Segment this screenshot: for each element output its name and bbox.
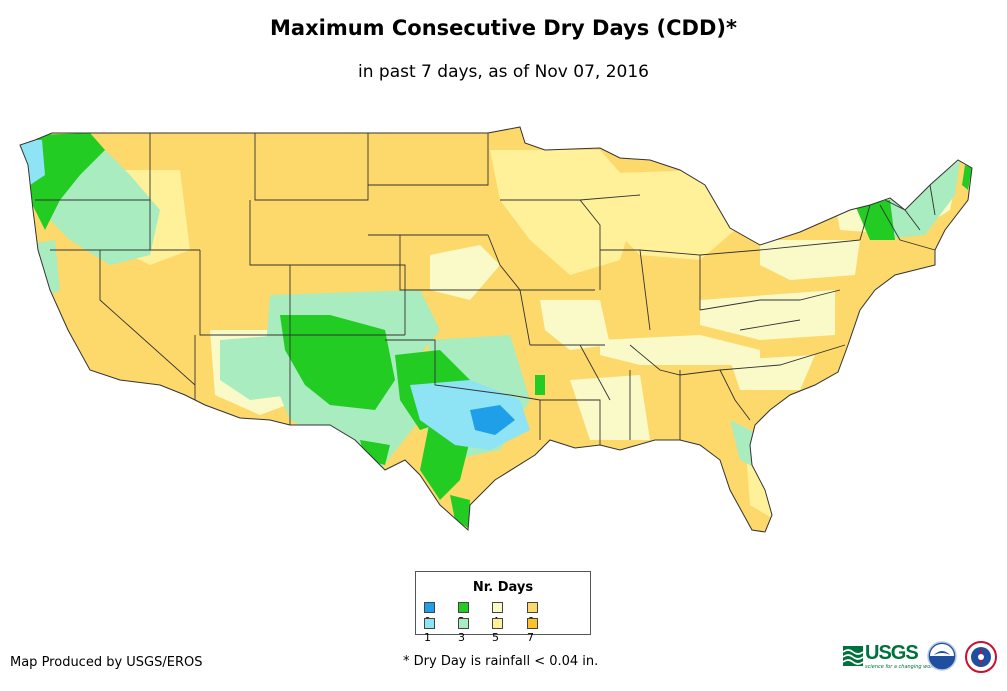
legend-item-3: 3 xyxy=(458,618,474,644)
usgs-logo-text: USGS xyxy=(865,642,919,664)
footnote-text: * Dry Day is rainfall < 0.04 in. xyxy=(403,654,599,669)
legend-item-1: 1 xyxy=(424,618,440,644)
legend-swatch xyxy=(492,618,503,629)
legend-label: 5 xyxy=(492,631,499,644)
legend-swatch xyxy=(527,602,538,613)
legend-item-7: 7 xyxy=(527,618,543,644)
legend-swatch xyxy=(424,618,435,629)
legend-swatch xyxy=(424,602,435,613)
legend-item-2: 2 xyxy=(458,602,474,628)
legend-swatch xyxy=(458,618,469,629)
legend-label: 1 xyxy=(424,631,431,644)
legend-swatch xyxy=(527,618,538,629)
usgs-logo-tagline: science for a changing world xyxy=(865,664,937,670)
legend-label: 7 xyxy=(527,631,534,644)
map-subtitle: in past 7 days, as of Nov 07, 2016 xyxy=(358,62,649,82)
legend-item-0: 0 xyxy=(424,602,440,628)
legend-item-6: 6 xyxy=(527,602,543,628)
legend-title: Nr. Days xyxy=(472,580,534,595)
legend: Nr. Days xyxy=(415,571,591,635)
usgs-wave-icon xyxy=(843,646,863,666)
map-title: Maximum Consecutive Dry Days (CDD)* xyxy=(270,16,737,40)
state-borders xyxy=(19,126,973,533)
legend-label: 3 xyxy=(458,631,465,644)
cdd-map xyxy=(19,126,973,533)
legend-swatch xyxy=(458,602,469,613)
credit-text: Map Produced by USGS/EROS xyxy=(10,655,203,670)
legend-swatch xyxy=(492,602,503,613)
usgs-logo: USGS science for a changing world xyxy=(843,642,937,670)
legend-item-4: 4 xyxy=(492,602,508,628)
legend-item-5: 5 xyxy=(492,618,508,644)
nws-weather-service-icon xyxy=(965,641,997,673)
noaa-seagull-icon xyxy=(927,641,957,671)
